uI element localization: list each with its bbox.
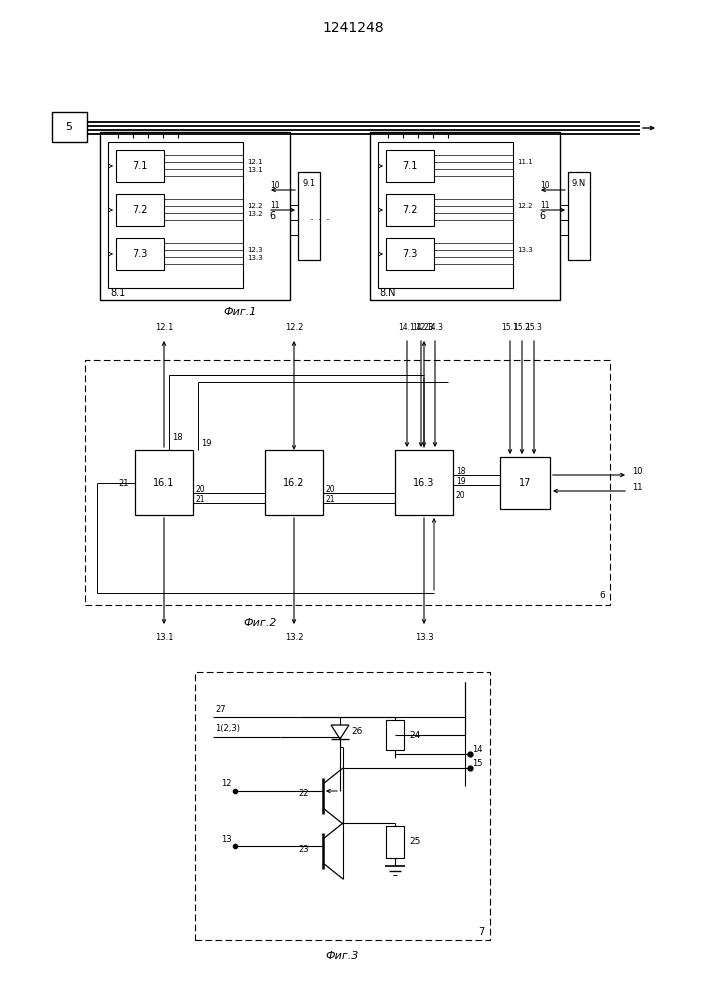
Text: 27: 27	[215, 704, 226, 714]
Text: 16.2: 16.2	[284, 478, 305, 488]
Text: 12.3: 12.3	[415, 324, 433, 332]
Text: 17: 17	[519, 478, 531, 488]
Text: 13.2: 13.2	[247, 211, 262, 217]
Text: 7.1: 7.1	[132, 161, 148, 171]
Text: 22: 22	[298, 790, 309, 798]
Text: 13.1: 13.1	[155, 633, 173, 642]
Text: 19: 19	[201, 440, 211, 448]
Text: 26: 26	[351, 728, 363, 736]
Text: 7.2: 7.2	[402, 205, 418, 215]
Text: 14.1: 14.1	[399, 324, 416, 332]
Text: 14.3: 14.3	[426, 324, 443, 332]
Text: 8.N: 8.N	[380, 288, 396, 298]
Text: 20: 20	[196, 486, 206, 494]
Text: 15: 15	[472, 758, 482, 768]
Bar	[378, 142, 513, 288]
Text: Фиг.2: Фиг.2	[243, 618, 276, 628]
Text: 12.2: 12.2	[247, 203, 262, 209]
Bar	[100, 132, 290, 300]
Text: 11: 11	[270, 200, 279, 210]
Text: 6: 6	[599, 590, 605, 599]
Text: 13.2: 13.2	[285, 633, 303, 642]
Text: 13.3: 13.3	[247, 255, 263, 261]
Bar	[370, 132, 560, 300]
Text: 5: 5	[66, 122, 73, 132]
Bar	[265, 450, 323, 515]
Bar	[108, 142, 243, 288]
Text: 14: 14	[472, 744, 482, 754]
Text: Фиг.3: Фиг.3	[325, 951, 358, 961]
Bar	[135, 450, 193, 515]
Text: 21: 21	[326, 495, 336, 504]
Text: 21: 21	[196, 495, 206, 504]
Text: 11: 11	[632, 484, 643, 492]
Text: 16.1: 16.1	[153, 478, 175, 488]
Text: 12.2: 12.2	[517, 203, 532, 209]
Bar	[500, 457, 550, 509]
Bar	[386, 194, 434, 226]
Bar	[395, 450, 453, 515]
Text: 20: 20	[326, 486, 336, 494]
Text: 23: 23	[298, 844, 309, 854]
Bar	[386, 238, 434, 270]
Text: 14.2: 14.2	[413, 324, 429, 332]
Text: 15.2: 15.2	[513, 324, 530, 332]
Bar	[195, 672, 490, 940]
Text: 6: 6	[269, 211, 275, 221]
Text: Фиг.1: Фиг.1	[223, 307, 257, 317]
Text: 1241248: 1241248	[322, 21, 384, 35]
Text: 12: 12	[221, 780, 232, 788]
Bar	[386, 150, 434, 182]
Text: 11.1: 11.1	[517, 159, 533, 165]
Bar	[116, 194, 164, 226]
Text: . . .: . . .	[310, 210, 330, 223]
Bar	[568, 172, 590, 260]
Text: 13.1: 13.1	[247, 167, 263, 173]
Text: 7.2: 7.2	[132, 205, 148, 215]
Bar	[298, 172, 320, 260]
Text: 15.3: 15.3	[525, 324, 542, 332]
Text: 13: 13	[221, 834, 232, 844]
Text: 21: 21	[119, 479, 129, 488]
Text: 16.3: 16.3	[414, 478, 435, 488]
Text: 24: 24	[409, 730, 420, 740]
Text: 12.2: 12.2	[285, 324, 303, 332]
Text: 10: 10	[632, 466, 643, 476]
Text: 6: 6	[539, 211, 545, 221]
Bar	[116, 150, 164, 182]
Text: 13.3: 13.3	[517, 247, 533, 253]
Text: 9.N: 9.N	[572, 180, 586, 188]
Text: 12.3: 12.3	[247, 247, 262, 253]
Bar	[116, 238, 164, 270]
Text: 7.3: 7.3	[132, 249, 148, 259]
Text: 15.1: 15.1	[502, 324, 518, 332]
Text: 20: 20	[456, 490, 466, 499]
Text: 18: 18	[456, 468, 465, 477]
Text: 7.1: 7.1	[402, 161, 418, 171]
Text: 10: 10	[270, 180, 280, 190]
Text: 12.1: 12.1	[155, 324, 173, 332]
Text: 10: 10	[540, 180, 549, 190]
Text: 7: 7	[478, 927, 484, 937]
Text: 25: 25	[409, 838, 421, 846]
Bar	[386, 720, 404, 750]
Bar	[85, 360, 610, 605]
Text: 7.3: 7.3	[402, 249, 418, 259]
Text: 8.1: 8.1	[110, 288, 126, 298]
Text: 11: 11	[540, 200, 549, 210]
Text: 12.1: 12.1	[247, 159, 262, 165]
Text: 18: 18	[172, 434, 182, 442]
Bar	[386, 826, 404, 858]
Text: 9.1: 9.1	[303, 180, 315, 188]
Text: 13.3: 13.3	[415, 633, 433, 642]
Bar	[52, 112, 87, 142]
Text: 1(2,3): 1(2,3)	[215, 724, 240, 734]
Text: 19: 19	[456, 478, 466, 487]
